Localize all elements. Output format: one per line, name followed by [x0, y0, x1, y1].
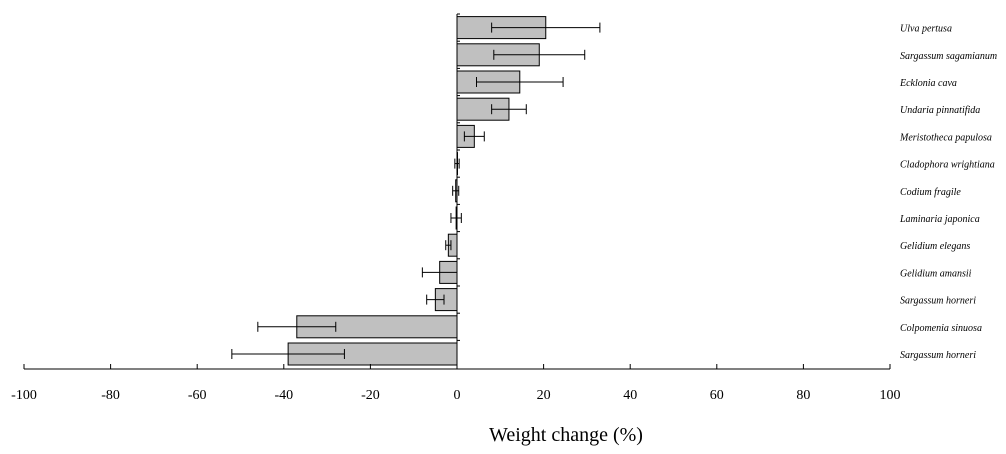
category-labels-group: Ulva pertusa Sargassum sagamianum Ecklonia…: [899, 24, 997, 361]
category-label: Gelidium amansii: [900, 268, 972, 279]
x-axis-title: Weight change (%): [489, 424, 643, 446]
category-label: Cladophora wrightiana: [900, 160, 995, 171]
x-tick-label: -100: [11, 388, 37, 403]
category-label: Colpomenia sinuosa: [900, 323, 982, 334]
x-tick-label: 0: [454, 388, 461, 403]
x-tick-label: 80: [796, 388, 810, 403]
category-label: Sargassum horneri: [900, 350, 976, 361]
category-label: Laminaria japonica: [899, 214, 980, 225]
error-bars-group: [231, 22, 601, 359]
category-label: Meristotheca papulosa: [899, 132, 992, 143]
category-label: Undaria pinnatifida: [900, 105, 980, 116]
category-label: Sargassum sagamianum: [900, 51, 997, 62]
x-tick-label: -60: [188, 388, 207, 403]
x-tick-label: -80: [101, 388, 120, 403]
category-label: Ecklonia cava: [899, 78, 957, 89]
bars-group: [287, 16, 547, 366]
category-label: Sargassum horneri: [900, 296, 976, 307]
category-label: Ulva pertusa: [900, 24, 952, 35]
x-tick-label: 100: [880, 388, 901, 403]
x-axis: -100 -80 -60 -40 -20 0 20 40 60 80 100: [11, 13, 901, 403]
x-tick-label: 60: [710, 388, 724, 403]
x-tick-label: 40: [623, 388, 637, 403]
x-tick-label: -40: [274, 388, 293, 403]
category-label: Codium fragile: [900, 187, 961, 198]
category-label: Gelidium elegans: [900, 241, 970, 252]
x-tick-label: 20: [537, 388, 551, 403]
x-tick-label: -20: [361, 388, 380, 403]
